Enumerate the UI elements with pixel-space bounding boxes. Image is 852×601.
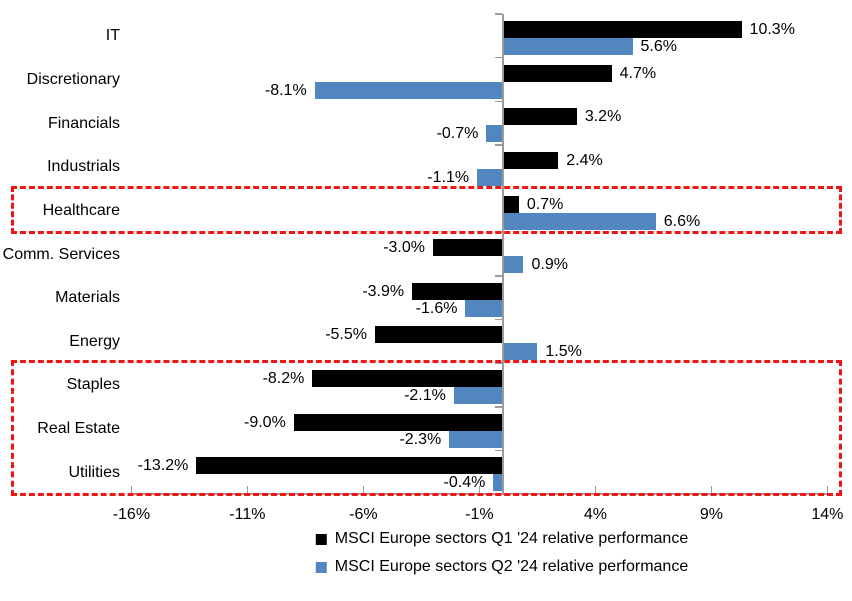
value-label: -1.6% — [415, 299, 458, 317]
value-label: 0.9% — [531, 256, 568, 274]
bar-q2 — [465, 299, 503, 317]
y-axis-tick — [494, 449, 502, 452]
y-axis-tick — [494, 100, 502, 103]
y-axis-tick — [494, 275, 502, 277]
y-axis-tick — [494, 144, 502, 146]
value-label: -3.0% — [383, 239, 425, 257]
value-label: -9.0% — [244, 413, 286, 431]
bar-q2 — [449, 430, 503, 448]
x-tick-label: 4% — [583, 506, 607, 523]
bar-q1 — [502, 21, 742, 38]
bar-q1 — [502, 151, 559, 169]
bar-q2 — [502, 343, 538, 361]
bar-q2 — [502, 256, 524, 274]
y-axis-tick — [494, 187, 502, 190]
x-tick-label: 14% — [811, 506, 844, 523]
category-label: Utilities — [68, 463, 120, 481]
bar-q1 — [293, 413, 503, 431]
value-label: 5.6% — [640, 38, 677, 55]
bar-q2 — [314, 81, 503, 99]
bar-q1 — [433, 239, 503, 257]
value-label: -8.1% — [264, 81, 307, 99]
y-axis-tick — [494, 13, 502, 15]
value-label: 10.3% — [749, 21, 795, 38]
bar-q2 — [453, 387, 503, 405]
y-axis-tick — [494, 318, 502, 321]
bar-q1 — [375, 326, 503, 344]
bar-q1 — [196, 457, 503, 475]
legend-label-q2: MSCI Europe sectors Q2 '24 relative perf… — [334, 558, 689, 575]
legend-item-q1: MSCI Europe sectors Q1 '24 relative perf… — [315, 530, 689, 548]
x-axis-tick — [594, 486, 597, 493]
value-label: -13.2% — [137, 457, 189, 475]
legend: MSCI Europe sectors Q1 '24 relative perf… — [315, 530, 689, 586]
value-label: 6.6% — [663, 212, 701, 230]
x-tick-label: -16% — [112, 506, 151, 523]
legend-swatch-q1-icon — [315, 533, 327, 545]
value-label: -0.4% — [443, 474, 486, 492]
legend-swatch-q2-icon — [315, 561, 327, 573]
x-tick-label: 9% — [699, 506, 723, 523]
value-label: -8.2% — [262, 370, 305, 388]
category-label: Staples — [66, 376, 120, 394]
y-axis-tick — [494, 56, 502, 59]
category-label: Financials — [47, 114, 120, 132]
bar-q1 — [312, 370, 503, 388]
x-tick-label: -6% — [349, 506, 378, 523]
category-label: Materials — [55, 289, 120, 307]
value-label: 2.4% — [566, 151, 603, 169]
category-label: IT — [105, 27, 120, 45]
x-axis-tick — [710, 486, 713, 493]
y-axis-line — [501, 14, 504, 494]
value-label: -3.9% — [362, 282, 405, 300]
bar-q2 — [502, 38, 633, 55]
category-label: Energy — [69, 332, 120, 350]
y-axis-tick — [494, 406, 502, 408]
x-axis-tick — [362, 486, 365, 493]
healthcare-box — [11, 185, 842, 235]
x-tick-label: -11% — [229, 506, 266, 523]
value-label: 4.7% — [619, 64, 657, 82]
value-label: -5.5% — [325, 326, 367, 344]
legend-label-q1: MSCI Europe sectors Q1 '24 relative perf… — [334, 530, 689, 547]
category-label: Comm. Services — [2, 245, 120, 263]
value-label: -0.7% — [436, 125, 479, 143]
category-label: Industrials — [47, 158, 120, 176]
bar-q2 — [493, 474, 503, 492]
value-label: -1.1% — [427, 168, 470, 186]
x-tick-label: -1% — [465, 506, 494, 523]
category-label: Real Estate — [37, 420, 120, 438]
x-axis-tick — [826, 486, 829, 493]
category-label: Healthcare — [42, 201, 120, 219]
value-label: -2.1% — [404, 387, 446, 405]
y-axis-tick — [494, 362, 502, 364]
bar-q1 — [502, 108, 577, 126]
value-label: 3.2% — [584, 108, 622, 126]
defensives-box — [11, 360, 842, 497]
value-label: 0.7% — [526, 195, 564, 213]
bar-q2 — [502, 212, 656, 230]
value-label: -2.3% — [399, 430, 442, 448]
legend-item-q2: MSCI Europe sectors Q2 '24 relative perf… — [315, 558, 689, 576]
bar-q1 — [502, 64, 612, 82]
bar-q2 — [477, 168, 503, 186]
bar-q1 — [412, 282, 503, 300]
x-axis-tick — [130, 486, 133, 493]
bar-q1 — [502, 195, 519, 213]
value-label: 1.5% — [545, 343, 582, 361]
category-label: Discretionary — [26, 70, 120, 88]
x-axis-tick — [246, 486, 249, 493]
x-axis-tick — [478, 486, 481, 493]
bar-q2 — [486, 125, 503, 143]
